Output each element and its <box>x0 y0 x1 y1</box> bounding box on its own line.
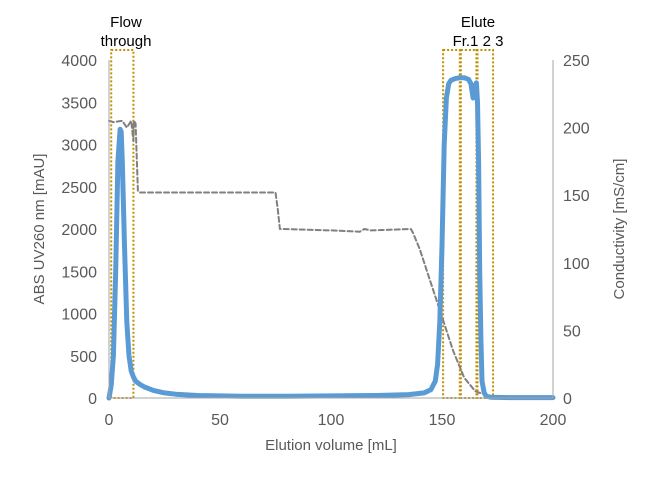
y-right-tick-label: 0 <box>563 391 572 408</box>
conductivity-line <box>108 119 554 398</box>
x-tick-label: 150 <box>429 412 456 429</box>
x-tick-label: 200 <box>540 412 567 429</box>
uv-absorbance-line <box>106 75 556 401</box>
y-left-tick-label: 3000 <box>61 138 97 155</box>
x-tick-label: 100 <box>318 412 345 429</box>
y-right-tick-label: 250 <box>563 53 590 70</box>
y-right-tick-label: 200 <box>563 121 590 138</box>
y-left-tick-label: 4000 <box>61 53 97 70</box>
y-right-tick-label: 150 <box>563 188 590 205</box>
y-left-tick-label: 3500 <box>61 95 97 112</box>
annotation-elute-line1: Elute <box>461 14 495 31</box>
y-right-tick-label: 50 <box>563 323 581 340</box>
y-left-tick-label: 2500 <box>61 180 97 197</box>
y-left-tick-label: 500 <box>70 349 97 366</box>
x-tick-label: 50 <box>211 412 229 429</box>
y-right-tick-label: 100 <box>563 256 590 273</box>
y-left-tick-label: 0 <box>88 391 97 408</box>
y-left-tick-label: 2000 <box>61 222 97 239</box>
y-axis-left-title: ABS UV260 nm [mAU] <box>31 154 48 305</box>
x-axis-title: Elution volume [mL] <box>265 437 397 454</box>
annotation-flow-line2: through <box>101 33 152 50</box>
annotation-elute-line2: Fr.1 2 3 <box>453 33 504 50</box>
axes <box>108 60 554 399</box>
fraction-regions <box>110 49 495 399</box>
x-tick-label: 0 <box>105 412 114 429</box>
y-left-tick-label: 1000 <box>61 307 97 324</box>
y-axis-right-title: Conductivity [mS/cm] <box>611 159 628 300</box>
y-left-tick-label: 1500 <box>61 264 97 281</box>
series-layer <box>106 75 556 401</box>
tick-labels: 0 50 100 150 2000500100015002000250030003500… <box>61 53 589 429</box>
annotation-flow-line1: Flow <box>110 14 142 31</box>
